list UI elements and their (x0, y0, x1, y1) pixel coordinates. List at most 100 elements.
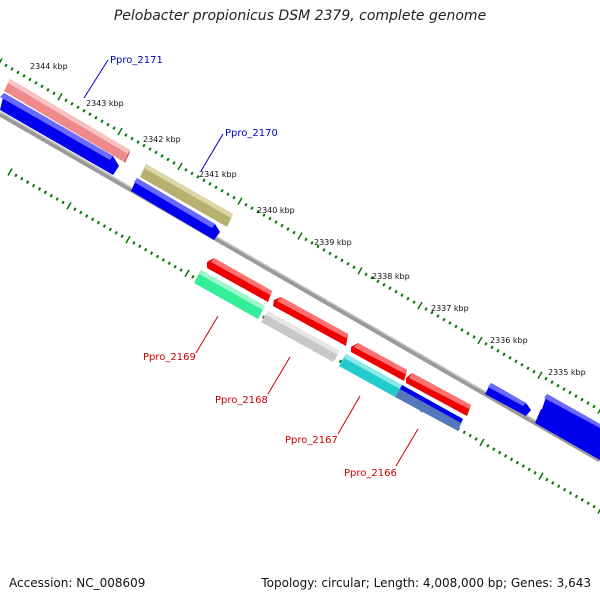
minor-tick (77, 106, 79, 109)
tick-label: 2340 kbp (257, 206, 295, 215)
major-tick (298, 233, 302, 240)
minor-tick (523, 465, 524, 468)
major-tick (478, 337, 482, 344)
minor-tick (499, 451, 500, 454)
minor-tick (113, 127, 115, 130)
minor-tick (487, 444, 488, 447)
tick-label: 2344 kbp (30, 62, 68, 71)
minor-tick (173, 162, 175, 165)
minor-tick (151, 252, 152, 255)
minor-tick (33, 184, 34, 187)
gene-label-ppro-2167[interactable]: Ppro_2167 (285, 435, 338, 446)
tick-label: 2336 kbp (490, 336, 528, 345)
minor-tick (469, 434, 470, 437)
minor-tick (347, 263, 349, 266)
minor-tick (107, 123, 109, 126)
minor-tick (493, 448, 494, 451)
minor-tick (491, 346, 493, 349)
minor-tick (167, 158, 169, 161)
minor-tick (575, 395, 577, 398)
minor-tick (437, 315, 439, 318)
major-tick (538, 372, 542, 379)
minor-tick (587, 502, 588, 505)
genome-summary-text: Topology: circular; Length: 4,008,000 bp… (261, 576, 591, 590)
reverse-strand (207, 258, 471, 416)
minor-tick (21, 177, 22, 180)
minor-tick (455, 325, 457, 328)
minor-tick (383, 283, 385, 286)
minor-tick (473, 336, 475, 339)
minor-tick (287, 228, 289, 231)
major-tick (67, 202, 71, 209)
major-tick (178, 163, 182, 170)
tick-label: 2342 kbp (143, 135, 181, 144)
major-tick (126, 236, 130, 243)
tick-labels: 2344 kbp 2343 kbp 2342 kbp 2341 kbp 2340… (30, 62, 586, 377)
minor-tick (62, 201, 63, 204)
minor-tick (11, 68, 13, 71)
gene-label-ppro-2169[interactable]: Ppro_2169 (143, 352, 196, 363)
minor-tick (503, 353, 505, 356)
minor-tick (245, 203, 247, 206)
minor-tick (365, 273, 367, 276)
minor-tick (329, 252, 331, 255)
minor-tick (587, 402, 589, 405)
minor-tick (475, 438, 476, 441)
minor-tick (509, 357, 511, 360)
major-tick (539, 473, 543, 480)
minor-tick (192, 275, 193, 278)
minor-tick (534, 472, 535, 475)
minor-tick (180, 269, 181, 272)
minor-tick (275, 221, 277, 224)
tick-label: 2339 kbp (314, 238, 352, 247)
gene-label-ppro-2168[interactable]: Ppro_2168 (215, 395, 268, 406)
minor-tick (515, 360, 517, 363)
minor-tick (29, 78, 31, 81)
minor-tick (101, 120, 103, 123)
gene-label-ppro-2170[interactable]: Ppro_2170 (225, 128, 278, 139)
major-tick (418, 302, 422, 309)
minor-tick (340, 360, 341, 363)
minor-tick (163, 259, 164, 262)
minor-tick (65, 99, 67, 102)
minor-tick (95, 116, 97, 119)
minor-tick (191, 172, 193, 175)
leader-line (201, 134, 223, 171)
major-tick (8, 169, 12, 176)
minor-tick (80, 211, 81, 214)
minor-tick (305, 238, 307, 241)
minor-tick (23, 75, 25, 78)
major-tick (118, 128, 122, 135)
minor-tick (115, 232, 116, 235)
gene-label-ppro-2166[interactable]: Ppro_2166 (344, 468, 397, 479)
minor-tick (546, 478, 547, 481)
minor-tick (467, 332, 469, 335)
minor-tick (86, 215, 87, 218)
gene-label-ppro-2171[interactable]: Ppro_2171 (110, 55, 163, 66)
minor-tick (269, 217, 271, 220)
minor-tick (121, 235, 122, 238)
minor-tick (215, 186, 217, 189)
minor-tick (389, 287, 391, 290)
minor-tick (137, 141, 139, 144)
major-tick (185, 270, 189, 277)
minor-tick (593, 505, 594, 508)
minor-tick (143, 144, 145, 147)
minor-tick (89, 113, 91, 116)
minor-tick (51, 194, 52, 197)
minor-tick (407, 297, 409, 300)
minor-tick (47, 89, 49, 92)
minor-tick (221, 189, 223, 192)
gene-labels: Ppro_2171 Ppro_2170 Ppro_2169 Ppro_2168 … (84, 55, 418, 479)
minor-tick (576, 495, 577, 498)
forward-strand (0, 93, 600, 460)
minor-tick (558, 485, 559, 488)
minor-tick (169, 262, 170, 265)
minor-tick (185, 169, 187, 172)
tick-label: 2338 kbp (372, 272, 410, 281)
minor-tick (157, 255, 158, 258)
minor-tick (557, 384, 559, 387)
minor-tick (251, 207, 253, 210)
minor-tick (425, 308, 427, 311)
minor-tick (521, 363, 523, 366)
